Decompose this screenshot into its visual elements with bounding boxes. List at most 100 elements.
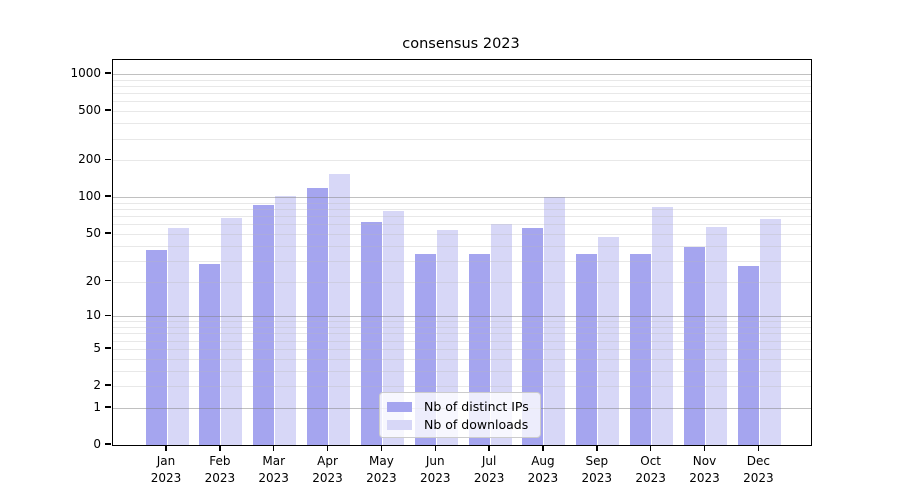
x-tick (542, 445, 544, 451)
bar-downloads-sep (598, 237, 620, 445)
bar-distinct-ips-aug (522, 227, 544, 445)
bar-downloads-jul (490, 224, 512, 445)
gridline-minor (113, 321, 811, 323)
gridline-minor (113, 386, 811, 388)
plot-area (112, 59, 812, 446)
gridline-minor (113, 101, 811, 103)
x-tick (380, 445, 383, 451)
gridline-major (113, 74, 811, 76)
x-tick (649, 445, 652, 451)
bar-distinct-ips-mar (253, 205, 275, 445)
x-tick-label-dec: Dec 2023 (743, 454, 774, 485)
x-tick (488, 445, 490, 451)
y-tick (105, 109, 111, 111)
y-tick (105, 406, 111, 408)
bar-distinct-ips-may (360, 221, 382, 445)
x-tick (703, 445, 706, 451)
gridline-minor (113, 160, 811, 162)
y-tick (105, 158, 111, 161)
gridline-minor (113, 260, 811, 262)
gridline-minor (113, 245, 811, 247)
y-tick-label: 20 (85, 273, 101, 288)
x-tick (272, 445, 275, 451)
bar-downloads-dec (759, 219, 781, 445)
y-tick-label: 200 (78, 152, 101, 167)
x-tick (757, 445, 760, 451)
bar-downloads-jun (436, 229, 458, 445)
y-tick (105, 314, 111, 316)
bar-downloads-may (382, 211, 404, 445)
x-tick-label-sep: Sep 2023 (581, 454, 613, 485)
y-tick-label: 10 (85, 308, 101, 323)
legend-item-distinct-ips: Nb of distinct IPs (387, 398, 532, 415)
x-tick (596, 445, 598, 451)
legend-label-distinct-ips: Nb of distinct IPs (424, 399, 529, 414)
legend: Nb of distinct IPs Nb of downloads (379, 392, 541, 438)
y-tick-label: 0 (93, 437, 101, 451)
gridline-major (113, 316, 811, 318)
bar-downloads-mar (275, 195, 297, 445)
y-tick-label: 5 (93, 340, 101, 355)
bar-distinct-ips-oct (630, 254, 652, 445)
gridline-minor (113, 216, 811, 218)
x-tick-label-mar: Mar 2023 (258, 454, 289, 485)
bar-downloads-aug (544, 197, 566, 445)
gridline-minor (113, 281, 811, 283)
bar-downloads-nov (706, 227, 727, 445)
gridline-minor (113, 111, 811, 113)
gridline-minor (113, 224, 811, 226)
bar-distinct-ips-feb (199, 264, 221, 445)
legend-label-downloads: Nb of downloads (424, 417, 529, 432)
bar-downloads-apr (329, 173, 351, 445)
gridline-minor (113, 209, 811, 211)
bar-distinct-ips-jan (145, 249, 167, 445)
x-tick (219, 445, 221, 451)
gridline-minor (113, 348, 811, 350)
y-tick-label: 100 (78, 189, 101, 204)
x-tick-label-jul: Jul 2023 (473, 454, 505, 485)
gridline-minor (113, 123, 811, 125)
legend-swatch-downloads (387, 419, 412, 430)
bar-downloads-feb (221, 218, 243, 445)
y-tick (105, 443, 111, 445)
y-tick (105, 195, 111, 197)
gridline-minor (113, 93, 811, 95)
x-tick-label-oct: Oct 2023 (635, 454, 666, 485)
gridline-minor (113, 358, 811, 360)
x-tick (165, 445, 167, 451)
x-tick (434, 445, 436, 451)
x-tick-label-feb: Feb 2023 (204, 454, 236, 485)
gridline-minor (113, 327, 811, 329)
y-tick (105, 347, 111, 349)
gridline-minor (113, 233, 811, 235)
gridline-minor (113, 202, 811, 204)
y-tick (105, 72, 111, 74)
gridline-minor (113, 138, 811, 140)
chart-title: consensus 2023 (402, 36, 520, 52)
bar-distinct-ips-dec (737, 266, 759, 445)
bar-downloads-oct (652, 207, 674, 445)
y-tick (105, 384, 111, 386)
y-tick-label: 2 (93, 378, 101, 393)
legend-swatch-distinct-ips (387, 401, 412, 412)
y-tick (105, 279, 111, 282)
y-tick-label: 500 (78, 103, 101, 118)
gridline-minor (113, 340, 811, 342)
bar-distinct-ips-sep (576, 254, 598, 445)
x-tick-label-jun: Jun 2023 (419, 454, 451, 485)
x-tick-label-may: May 2023 (366, 454, 397, 485)
y-tick-label: 1000 (70, 66, 101, 81)
legend-item-downloads: Nb of downloads (387, 416, 532, 433)
x-tick-label-aug: Aug 2023 (527, 454, 559, 485)
gridline-minor (113, 333, 811, 335)
y-tick-label: 1 (93, 399, 101, 414)
gridline-minor (113, 86, 811, 88)
x-tick-label-nov: Nov 2023 (689, 454, 720, 485)
y-tick (105, 232, 111, 234)
x-tick-label-apr: Apr 2023 (312, 454, 343, 485)
bar-distinct-ips-nov (684, 246, 705, 445)
y-tick-label: 50 (85, 225, 101, 240)
gridline-minor (113, 79, 811, 81)
x-tick (326, 445, 329, 451)
